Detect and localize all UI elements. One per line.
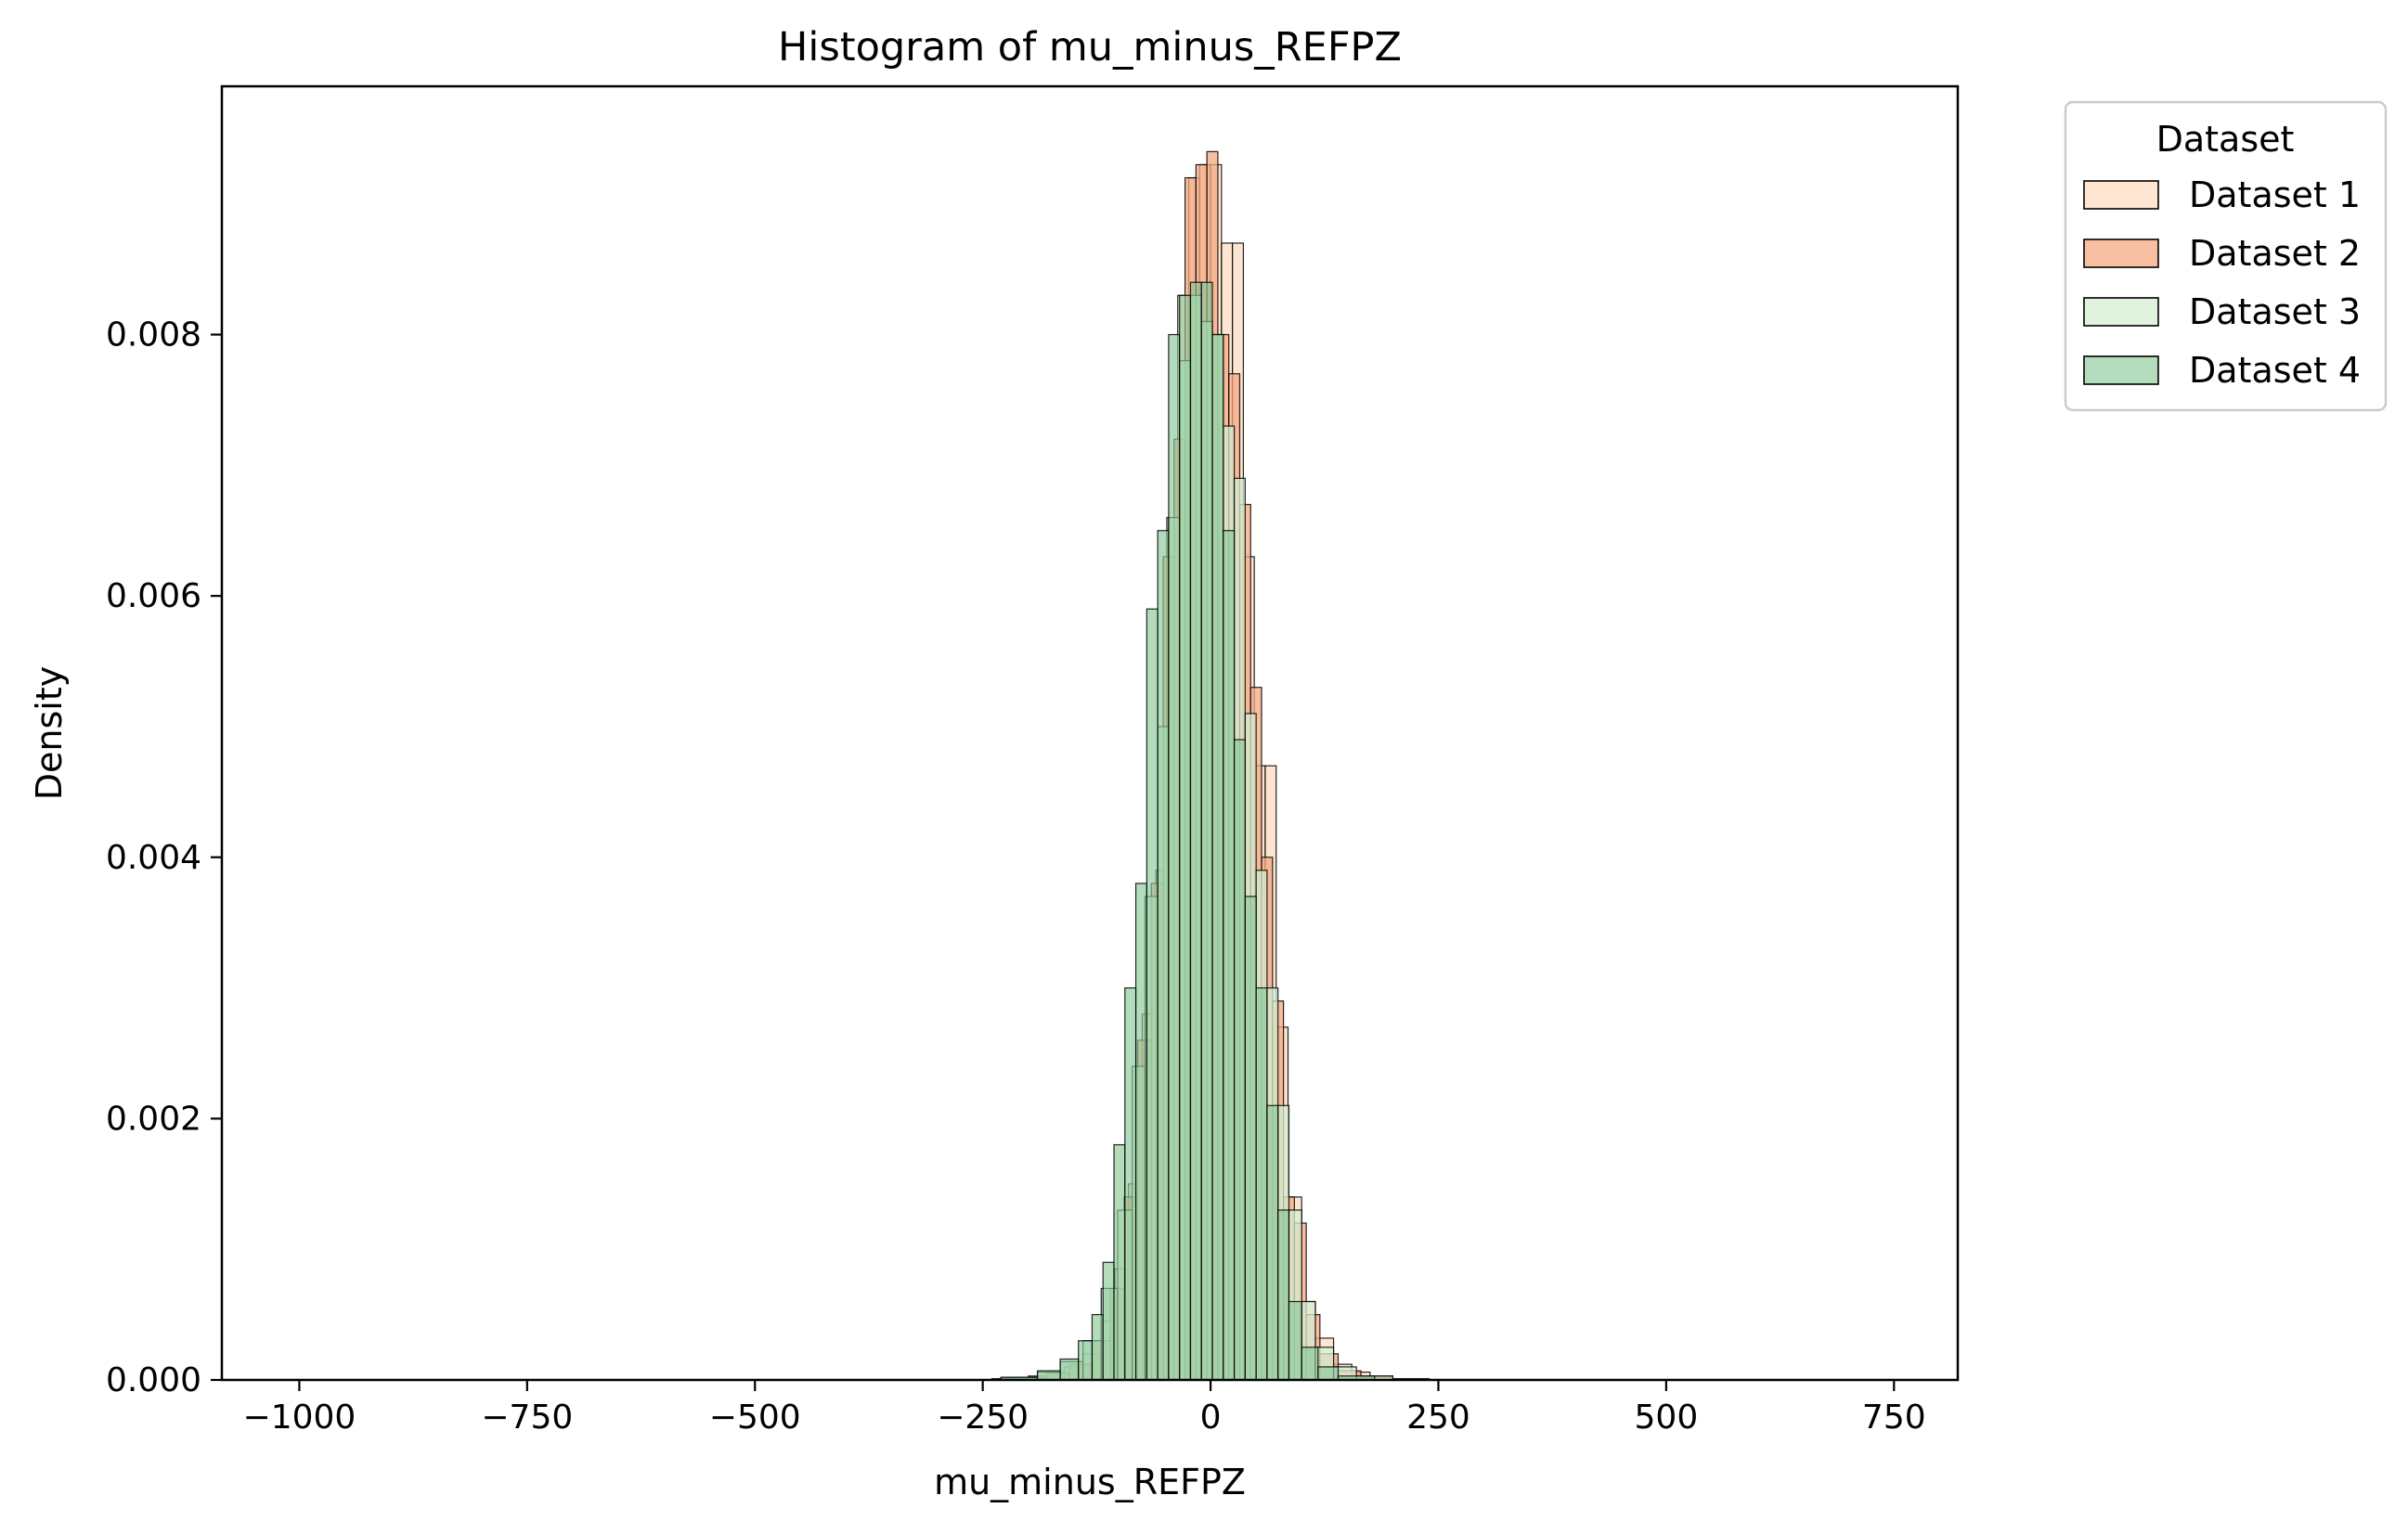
histogram-bar	[1277, 1209, 1290, 1381]
y-axis-label: Density	[29, 666, 70, 800]
legend-label: Dataset 3	[2189, 291, 2361, 332]
legend-entry: Dataset 1	[2083, 174, 2361, 215]
histogram-bar	[1168, 333, 1181, 1381]
histogram-bar	[1078, 1340, 1094, 1381]
y-tick-label: 0.000	[106, 1361, 201, 1399]
histogram-bar	[1288, 1300, 1302, 1381]
legend-frame	[2064, 100, 2388, 412]
legend-swatch	[2083, 180, 2159, 210]
y-tick-label: 0.006	[106, 577, 201, 615]
histogram-bar	[1223, 530, 1236, 1381]
legend-entry: Dataset 4	[2083, 350, 2361, 391]
histogram-bar	[1091, 1313, 1104, 1381]
histogram-bar	[1036, 1370, 1061, 1381]
histogram-bar	[1059, 1358, 1080, 1381]
histogram-bar	[1124, 986, 1137, 1381]
x-tick-label: 500	[1635, 1399, 1699, 1437]
histogram-bar	[1244, 896, 1257, 1381]
x-tick-label: −750	[481, 1399, 573, 1437]
legend-swatch	[2083, 355, 2159, 385]
histogram-bar	[1157, 530, 1170, 1381]
y-tick-label: 0.008	[106, 316, 201, 354]
series-4-bars	[1000, 281, 1376, 1381]
histogram-bar	[1189, 281, 1202, 1381]
histogram-bar	[1200, 281, 1213, 1381]
histogram-bar	[1317, 1366, 1340, 1381]
y-tick-label: 0.002	[106, 1100, 201, 1138]
chart-title: Histogram of mu_minus_REFPZ	[778, 24, 1402, 71]
legend-entry: Dataset 3	[2083, 291, 2361, 332]
x-tick-label: 750	[1862, 1399, 1926, 1437]
legend-label: Dataset 1	[2189, 174, 2361, 215]
histogram-bar	[1113, 1143, 1126, 1381]
legend-swatch	[2083, 238, 2159, 268]
legend-label: Dataset 4	[2189, 350, 2361, 391]
x-tick-label: −250	[937, 1399, 1029, 1437]
x-tick-label: 250	[1406, 1399, 1470, 1437]
legend-swatch	[2083, 297, 2159, 327]
histogram-bar	[1211, 333, 1224, 1381]
histogram-bar	[1301, 1347, 1319, 1381]
plot-area-frame	[220, 84, 1960, 1382]
histogram-bar	[1134, 883, 1147, 1381]
x-tick-label: −1000	[243, 1399, 356, 1437]
y-tick-label: 0.004	[106, 839, 201, 877]
histogram-bar	[1266, 1104, 1279, 1381]
x-tick-label: 0	[1200, 1399, 1222, 1437]
histogram-bar	[1179, 294, 1192, 1381]
legend-title: Dataset	[2156, 119, 2295, 160]
histogram-bar	[1233, 739, 1246, 1381]
y-axis-ticks: 0.000 0.002 0.004 0.006 0.008	[106, 316, 222, 1399]
histogram-bar	[1255, 986, 1268, 1381]
legend-entry: Dataset 2	[2083, 233, 2361, 274]
x-tick-label: −500	[709, 1399, 801, 1437]
histogram-bar	[1146, 608, 1159, 1381]
legend-label: Dataset 2	[2189, 233, 2361, 274]
x-axis-label: mu_minus_REFPZ	[934, 1462, 1246, 1502]
x-axis-ticks: −1000 −750 −500 −250 0 250 500 750	[243, 1380, 1926, 1437]
bars-layer	[990, 150, 1431, 1381]
histogram-bar	[1102, 1261, 1115, 1381]
legend-items: Dataset 1 Dataset 2 Dataset 3 Dataset 4	[2083, 174, 2361, 391]
